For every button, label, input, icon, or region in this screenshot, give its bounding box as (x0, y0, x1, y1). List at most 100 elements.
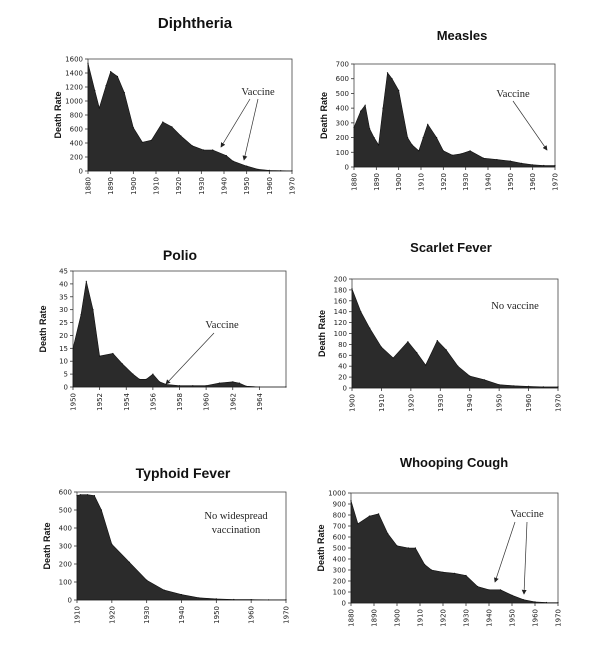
y-tick-label: 0 (64, 384, 68, 392)
x-tick-label: 1960 (248, 606, 256, 624)
data-point (152, 373, 154, 375)
data-point (132, 373, 134, 375)
data-point (93, 495, 95, 497)
data-point (407, 137, 409, 139)
annotation-line: No widespread (204, 511, 268, 522)
series-area (350, 500, 559, 604)
chart-diphtheria: Diphtheria 0 200 400 600 800 1000 1200 1400 1600 1… (53, 15, 297, 195)
data-point (418, 150, 420, 152)
y-tick-label: 700 (333, 523, 346, 531)
annotation: Vaccine (496, 89, 530, 100)
y-tick-label: 200 (70, 154, 83, 162)
data-point (215, 598, 217, 600)
x-tick-label: 1954 (123, 392, 131, 410)
data-point (557, 386, 559, 388)
data-point (483, 379, 485, 381)
data-point (392, 357, 394, 359)
data-point (373, 137, 375, 139)
x-tick-label: 1920 (407, 394, 415, 412)
x-tick-label: 1940 (485, 173, 493, 191)
y-tick-label: 0 (345, 164, 349, 172)
data-point (465, 574, 467, 577)
data-point (499, 589, 502, 591)
data-point (163, 589, 165, 591)
x-tick-label: 1940 (486, 609, 494, 627)
data-point (145, 378, 147, 380)
y-tick-label: 0 (68, 597, 72, 605)
data-point (511, 594, 513, 596)
data-point (369, 128, 371, 130)
data-point (351, 288, 353, 290)
data-point (245, 385, 247, 387)
y-tick-label: 0 (343, 385, 347, 393)
x-tick-label: 1960 (266, 177, 274, 195)
x-tick-label: 1970 (552, 173, 560, 191)
annotation-arrow (512, 100, 548, 151)
data-point (411, 144, 413, 146)
x-tick-label: 1960 (529, 173, 537, 191)
x-tick-label: 1920 (108, 606, 116, 624)
data-point (414, 547, 416, 549)
data-point (534, 601, 536, 603)
data-point (436, 340, 438, 342)
data-point (139, 378, 141, 380)
chart-polio: Polio 0 5 10 15 20 25 30 35 40 45 1950 1952 1954 1956 1… (38, 247, 287, 411)
y-tick-label: 100 (59, 579, 72, 587)
data-point (378, 144, 380, 146)
data-point (460, 153, 462, 155)
data-point (532, 164, 534, 166)
data-point (112, 352, 114, 355)
data-point (141, 141, 143, 143)
data-point (442, 571, 444, 573)
data-point (353, 126, 355, 128)
x-tick-label: 1952 (96, 393, 104, 411)
y-axis-label: Death Rate (319, 92, 329, 139)
x-tick-label: 1956 (149, 392, 157, 410)
y-axis-label: Death Rate (42, 522, 52, 569)
annotation: Vaccine (205, 320, 239, 331)
data-point (86, 494, 89, 496)
y-tick-label: 25 (59, 319, 68, 327)
data-point (542, 386, 544, 388)
x-tick-label: 1964 (256, 392, 264, 410)
x-tick-label: 1940 (466, 394, 474, 412)
data-point (128, 561, 130, 563)
data-point (369, 327, 371, 329)
data-point (545, 601, 548, 604)
data-point (250, 599, 252, 601)
data-point (396, 545, 398, 547)
x-tick-label: 1900 (394, 609, 402, 627)
data-point (425, 364, 427, 366)
data-point (192, 385, 194, 387)
data-point (436, 137, 438, 139)
annotation: Vaccine (510, 509, 544, 520)
data-point (162, 121, 164, 123)
data-point (350, 500, 352, 502)
data-point (268, 599, 270, 601)
y-tick-label: 40 (59, 280, 68, 288)
y-tick-label: 600 (333, 534, 346, 542)
y-tick-label: 600 (70, 126, 83, 134)
data-point (430, 569, 433, 571)
y-tick-label: 45 (59, 268, 68, 276)
y-axis-label: Death Rate (317, 310, 327, 357)
data-point (498, 384, 500, 386)
y-tick-label: 300 (336, 119, 349, 127)
x-tick-label: 1930 (143, 606, 151, 624)
annotation-arrow (242, 98, 259, 161)
x-tick-label: 1910 (417, 609, 425, 627)
y-tick-label: 5 (64, 371, 68, 379)
data-point (76, 495, 78, 497)
x-tick-label: 1960 (203, 393, 211, 411)
y-tick-label: 20 (338, 374, 347, 382)
annotation-arrow (220, 98, 251, 148)
annotation-arrow (165, 332, 215, 385)
data-point (522, 599, 525, 601)
data-point (442, 150, 444, 152)
chart-title: Typhoid Fever (136, 465, 231, 481)
data-point (225, 155, 227, 157)
data-point (80, 314, 82, 316)
data-point (110, 71, 112, 73)
x-tick-label: 1962 (229, 393, 237, 411)
y-tick-label: 200 (334, 276, 347, 284)
